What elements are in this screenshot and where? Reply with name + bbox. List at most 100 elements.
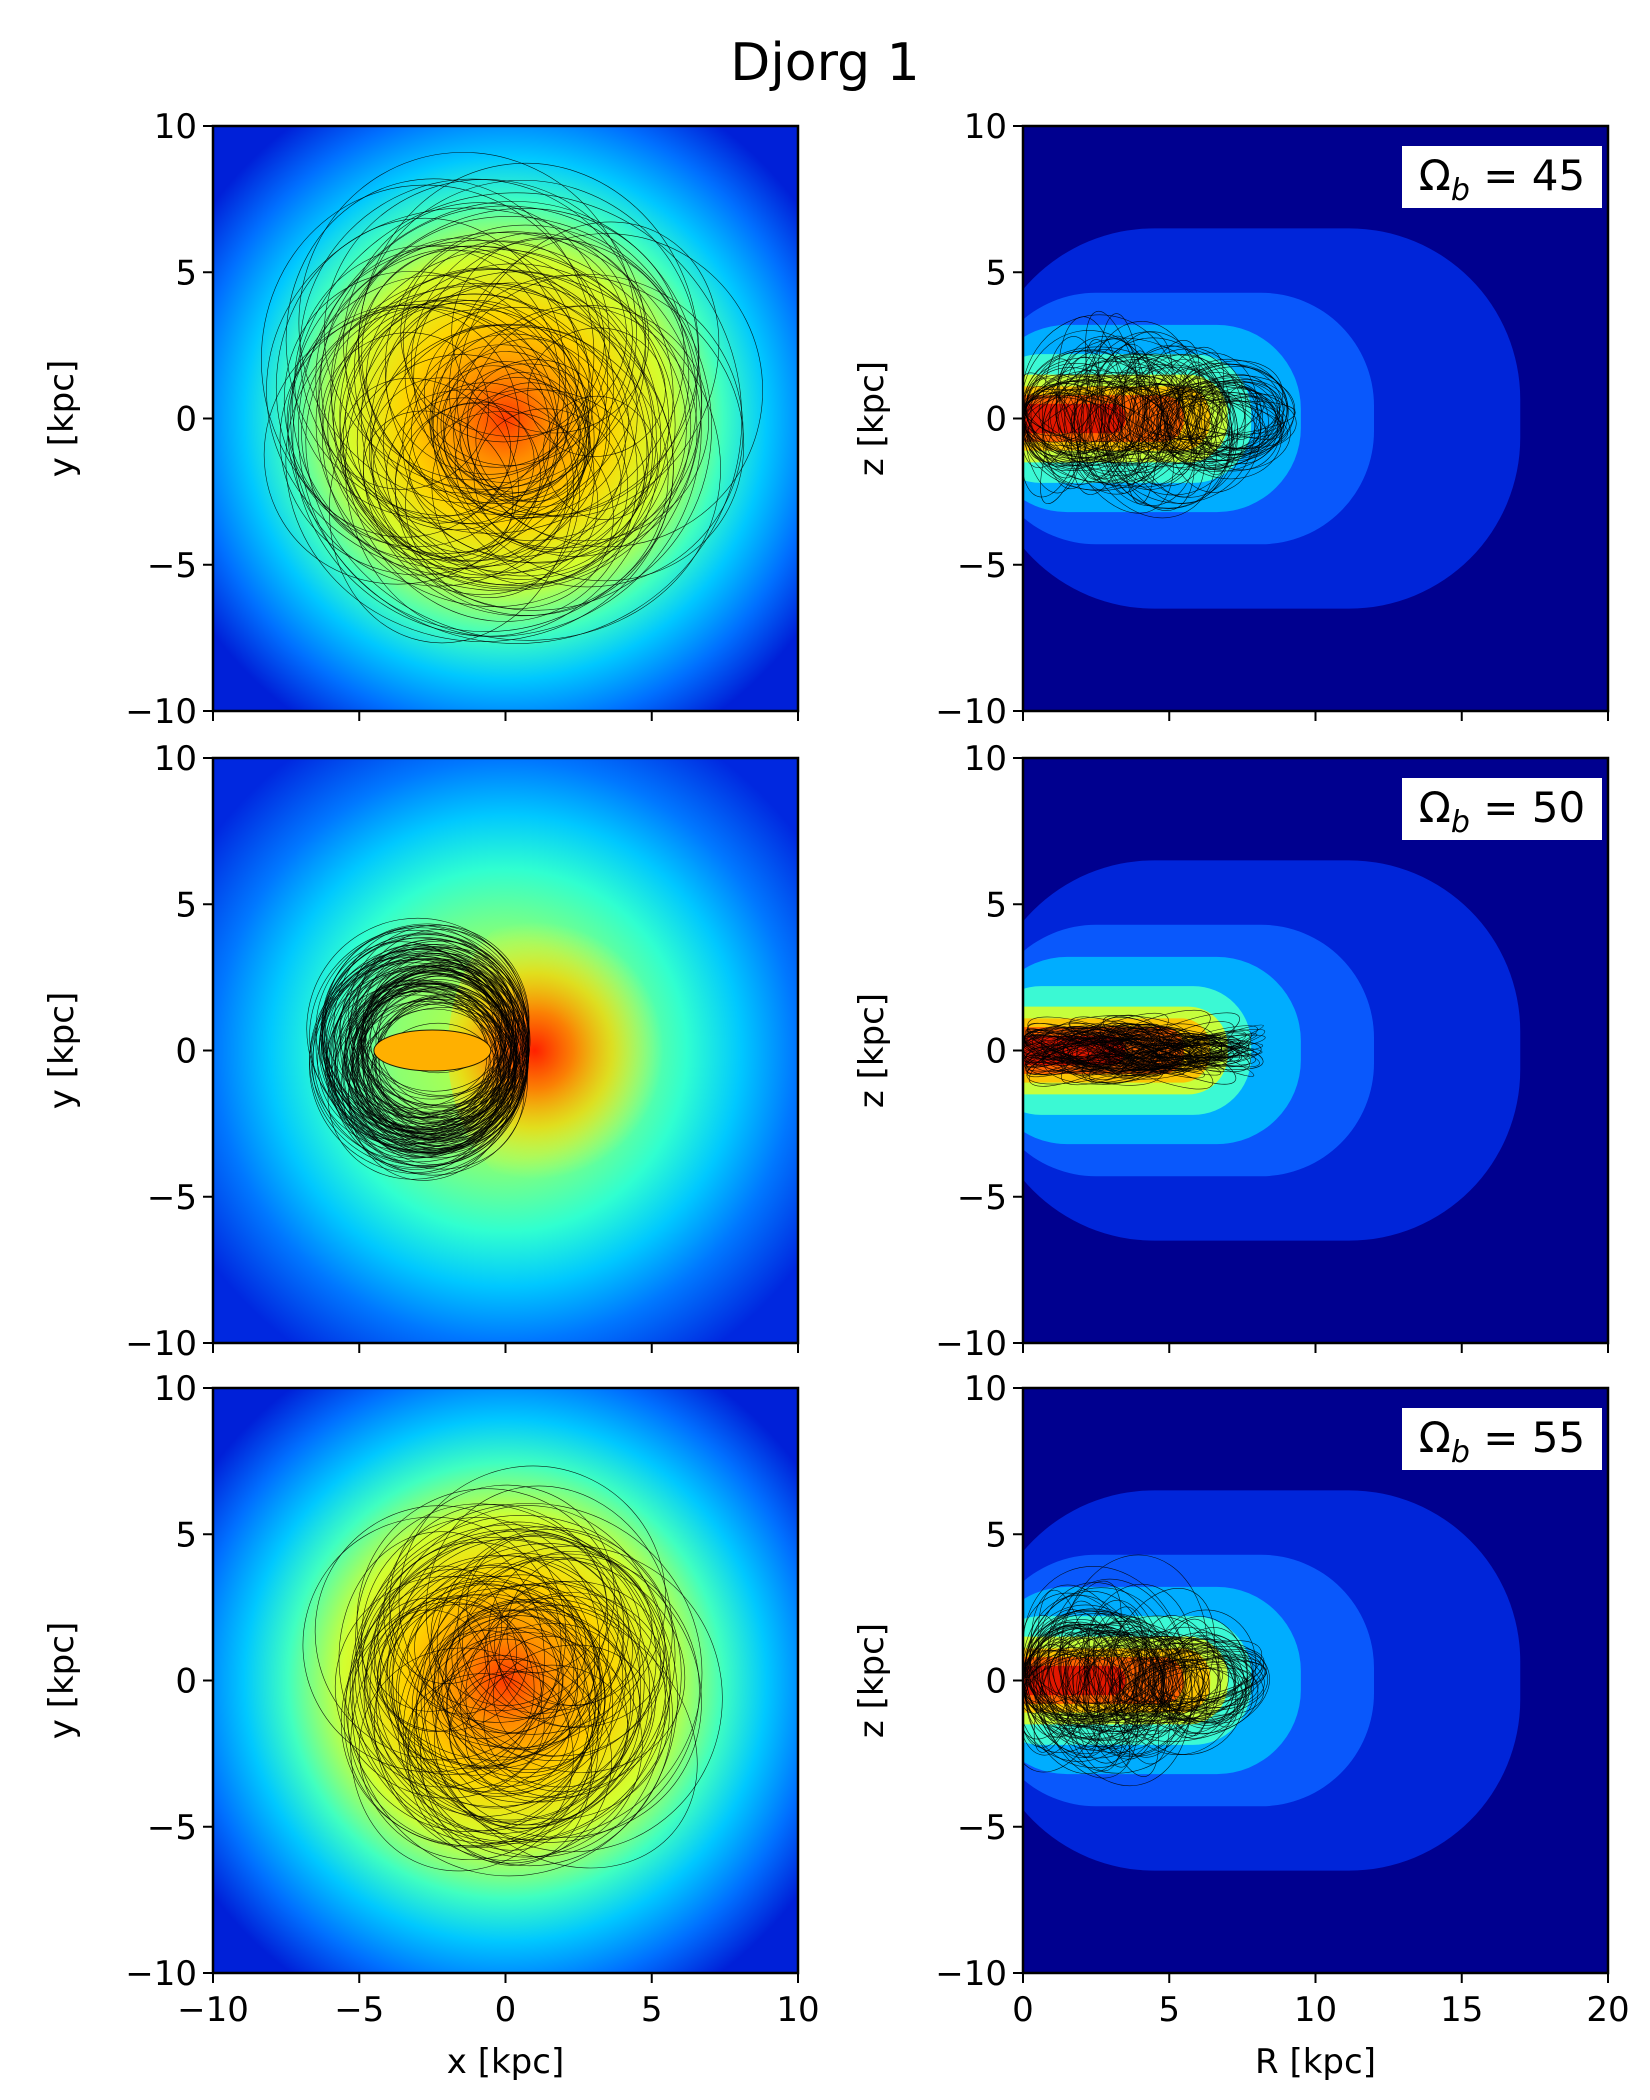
orbit: [1192, 1036, 1233, 1060]
y-tick-label: −10: [125, 1954, 197, 1994]
orbit: [356, 1488, 625, 1761]
orbit: [475, 382, 591, 502]
orbit: [368, 377, 511, 524]
orbit: [324, 962, 527, 1136]
orbit: [1048, 380, 1180, 473]
orbit: [377, 1603, 528, 1732]
orbit: [447, 1608, 632, 1798]
orbit: [1023, 330, 1162, 491]
panel-0-1: −10 −5 0 5 10 z [kpc] Ωb = 45: [852, 107, 1610, 732]
orbit: [266, 207, 674, 578]
orbit: [1141, 400, 1296, 438]
orbit: [1118, 1646, 1163, 1722]
orbit: [340, 1594, 600, 1847]
orbit: [430, 365, 585, 519]
orbit: [1023, 1632, 1167, 1740]
orbit: [1027, 1016, 1168, 1075]
orbit: [1108, 376, 1185, 445]
x-tick-label: −10: [177, 1990, 249, 2030]
orbit: [1052, 1038, 1144, 1063]
orbit: [1041, 349, 1141, 485]
orbit: [362, 964, 503, 1119]
orbit: [1023, 386, 1073, 457]
orbit: [1152, 1609, 1257, 1722]
orbit: [1141, 1643, 1253, 1724]
orbit: [400, 231, 627, 437]
orbit: [370, 282, 653, 573]
orbit: [1221, 386, 1262, 440]
orbit: [326, 950, 530, 1155]
x-tick-label: 15: [1440, 1990, 1483, 2030]
orbit: [1117, 1037, 1204, 1066]
orbit-lines: [302, 1465, 723, 1877]
orbit: [1033, 1626, 1119, 1759]
orbit: [358, 179, 699, 518]
orbit: [1112, 389, 1216, 455]
y-axis-label: z [kpc]: [852, 1623, 892, 1738]
orbit: [1024, 1623, 1140, 1717]
orbit: [391, 1566, 586, 1793]
orbit: [290, 192, 743, 644]
panel-0-0: −10 −5 0 5 10 y [kpc]: [42, 107, 800, 732]
orbit-lines: [1023, 310, 1297, 519]
y-tick-label: −5: [147, 1808, 197, 1848]
orbit: [366, 1539, 645, 1823]
x-tick-label: 20: [1586, 1990, 1629, 2030]
orbit: [411, 1609, 640, 1803]
orbit: [346, 980, 516, 1148]
orbit: [361, 1517, 600, 1767]
y-tick-label: 0: [175, 1662, 197, 1702]
orbit: [437, 1609, 579, 1758]
orbit-lines: [261, 152, 763, 644]
y-tick-label: 0: [175, 400, 197, 440]
orbit: [389, 1584, 578, 1769]
orbit: [379, 1598, 543, 1776]
orbit: [261, 184, 608, 554]
orbit: [1176, 1042, 1244, 1059]
y-tick-label: 5: [175, 885, 197, 925]
orbit: [1172, 1627, 1248, 1726]
orbit: [1060, 1638, 1113, 1709]
orbit: [315, 306, 595, 595]
orbit: [314, 1505, 567, 1761]
annotation-box: [1402, 778, 1602, 840]
orbit: [1087, 1612, 1159, 1777]
orbit: [334, 965, 511, 1144]
orbit: [1023, 389, 1134, 472]
y-tick-label: −10: [935, 1954, 1007, 1994]
orbit: [320, 245, 687, 563]
orbit: [1023, 392, 1089, 437]
orbit: [1030, 350, 1126, 470]
orbit: [287, 274, 590, 587]
y-tick-label: 5: [985, 1515, 1007, 1555]
panel-1-0: −10 −5 0 5 10 y [kpc]: [42, 739, 800, 1364]
orbit: [462, 1556, 630, 1719]
orbit: [376, 1593, 596, 1817]
orbit: [434, 1623, 641, 1829]
orbit: [370, 307, 674, 616]
orbit: [1180, 389, 1283, 440]
orbit: [1096, 1588, 1215, 1755]
orbit: [407, 1632, 643, 1858]
orbit: [1028, 382, 1180, 464]
orbit: [1060, 1026, 1166, 1084]
orbit: [1108, 394, 1197, 453]
orbit: [1165, 377, 1281, 453]
orbit: [1189, 1034, 1241, 1065]
orbit: [309, 953, 529, 1174]
orbit: [430, 1563, 577, 1706]
orbit: [1107, 1034, 1266, 1065]
orbit: [1165, 389, 1281, 438]
orbit: [370, 1002, 509, 1142]
orbit: [363, 1554, 634, 1834]
orbit: [305, 269, 721, 641]
orbit: [263, 307, 551, 585]
orbit: [1040, 369, 1100, 504]
y-axis-label: z [kpc]: [852, 361, 892, 476]
y-tick-label: −10: [935, 692, 1007, 732]
orbit: [294, 245, 560, 519]
orbit: [1042, 336, 1103, 490]
orbit: [440, 361, 569, 488]
orbit: [323, 970, 528, 1151]
orbit: [1120, 1635, 1264, 1716]
